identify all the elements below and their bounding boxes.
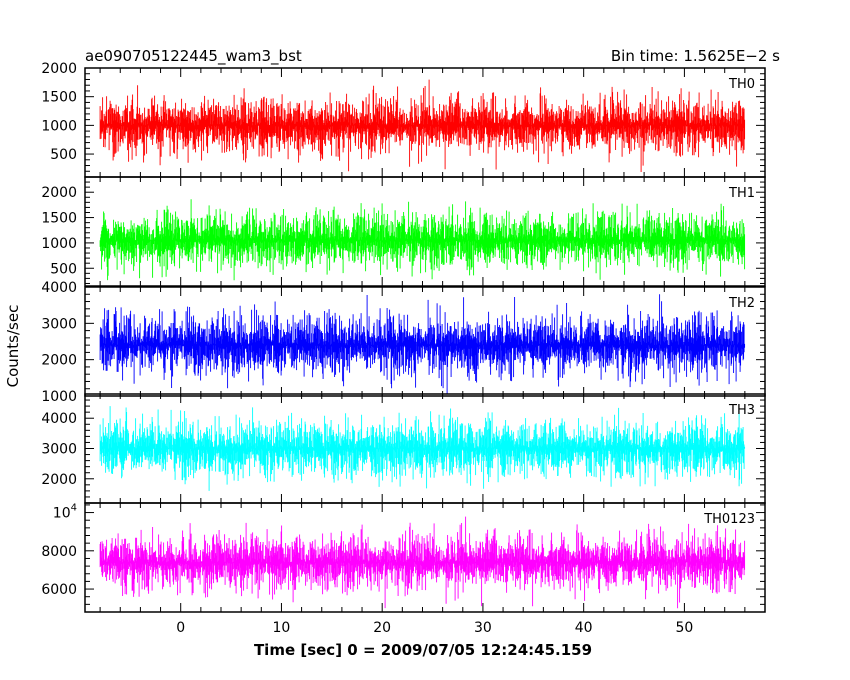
series-label-th2: TH2	[728, 296, 755, 311]
x-tick-label: 50	[675, 620, 693, 636]
y-tick-label: 1000	[41, 236, 77, 252]
y-tick-label: 500	[50, 147, 77, 163]
figure-title: ae090705122445_wam3_bst	[85, 47, 302, 66]
series-label-th3: TH3	[728, 403, 755, 418]
series-trace-th2	[99, 294, 746, 395]
y-tick-label: 1000	[41, 118, 77, 134]
panel-frame	[84, 286, 766, 397]
y-tick-label: 2000	[41, 61, 77, 77]
y-tick-label: 2000	[41, 185, 77, 201]
panel-th3: 2000 3000 4000 TH3	[41, 393, 766, 504]
y-tick-label: 2000	[41, 472, 77, 488]
y-tick-label: 104	[53, 503, 77, 522]
y-tick-exponent: 4	[71, 503, 77, 514]
y-tick-label: 500	[50, 261, 77, 277]
series-trace-th3	[99, 406, 746, 491]
x-tick-label: 30	[474, 620, 492, 636]
series-trace-th0	[99, 79, 746, 172]
y-tick-label: 4000	[41, 411, 77, 427]
series-label-th0: TH0	[728, 77, 755, 92]
y-tick-label: 1500	[41, 90, 77, 106]
y-tick-label: 6000	[41, 582, 77, 598]
y-axis-label: Counts/sec	[4, 305, 22, 388]
x-tick-label: 10	[273, 620, 291, 636]
panel-th1: 500 1000 1500 2000 TH1	[41, 176, 766, 287]
series-trace-th1	[99, 199, 746, 281]
panel-th0: 500 1000 1500 2000 TH0	[41, 61, 766, 178]
x-axis-label: Time [sec] 0 = 2009/07/05 12:24:45.159	[254, 641, 592, 659]
series-label-th0123: TH0123	[703, 512, 755, 527]
panel-th0123: 6000 8000 104 TH0123	[41, 502, 766, 613]
x-tick-label: 40	[575, 620, 593, 636]
bin-time-label: Bin time: 1.5625E−2 s	[611, 47, 780, 65]
panel-th2: 1000 2000 3000 4000 TH2	[41, 280, 766, 405]
panel-frame	[84, 176, 766, 287]
y-tick-label: 1000	[41, 389, 77, 405]
series-label-th1: TH1	[728, 186, 755, 201]
x-tick-label: 0	[176, 620, 185, 636]
y-tick-label: 8000	[41, 544, 77, 560]
y-tick-label: 3000	[41, 316, 77, 332]
y-tick-label: 4000	[41, 280, 77, 296]
y-tick-label: 1500	[41, 211, 77, 227]
series-trace-th0123	[99, 516, 746, 609]
y-tick-label: 3000	[41, 442, 77, 458]
panel-frame	[84, 502, 766, 613]
y-tick-label: 2000	[41, 353, 77, 369]
x-tick-label: 20	[373, 620, 391, 636]
